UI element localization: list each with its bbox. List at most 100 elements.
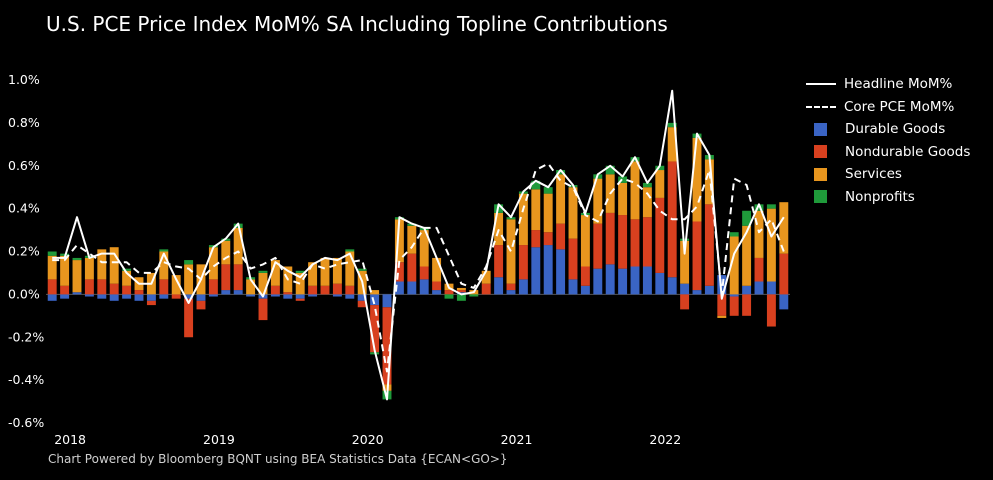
bar-segment: [97, 279, 107, 295]
bar-segment: [407, 281, 417, 295]
bar-segment: [432, 281, 442, 291]
bar-segment: [518, 193, 528, 246]
bar-segment: [122, 268, 132, 271]
bar-segment: [494, 277, 504, 295]
legend-swatch-nonprofits: [814, 190, 827, 204]
bar-segment: [394, 262, 404, 282]
legend-swatch-services: [814, 167, 827, 181]
bar-segment: [680, 283, 690, 295]
bar-segment: [779, 253, 789, 295]
y-tick-label: 0.6%: [8, 158, 40, 173]
bar-segment: [258, 298, 268, 321]
bar-segment: [72, 292, 82, 295]
bar-segment: [642, 182, 652, 188]
bar-segment: [109, 283, 119, 295]
bar-segment: [47, 255, 57, 280]
bar-segment: [295, 272, 305, 295]
bar-segment: [47, 294, 57, 301]
bar-segment: [345, 285, 355, 295]
legend-label-core: Core PCE MoM%: [844, 98, 955, 115]
bar-segment: [246, 279, 256, 295]
legend: Headline MoM% Core PCE MoM% Durable Good…: [806, 73, 970, 208]
bar-segment: [370, 294, 380, 306]
bar-segment: [432, 290, 442, 295]
bar-segment: [295, 270, 305, 273]
bar-segment: [84, 294, 94, 297]
bar-segment: [270, 285, 280, 295]
bar-segment: [419, 230, 429, 267]
bar-segment: [692, 221, 702, 291]
bar-segment: [655, 272, 665, 295]
bar-segment: [766, 294, 776, 327]
x-tick-label: 2018: [54, 432, 86, 447]
bar-segment: [208, 279, 218, 295]
bar-segment: [593, 178, 603, 224]
bar-segment: [196, 294, 206, 301]
bar-segment: [605, 212, 615, 265]
bar-segment: [221, 264, 231, 291]
bar-segment: [345, 249, 355, 252]
bar-segment: [754, 210, 764, 258]
bar-segment: [47, 251, 57, 256]
headline-line: [52, 89, 785, 401]
bar-segment: [692, 290, 702, 295]
x-tick-label: 2019: [203, 432, 235, 447]
bar-segment: [122, 270, 132, 286]
bar-segment: [84, 279, 94, 295]
bar-segment: [122, 294, 132, 299]
y-tick-label: 0.2%: [8, 244, 40, 259]
bar-segment: [754, 281, 764, 295]
bar-segment: [618, 176, 628, 183]
bar-segment: [419, 266, 429, 280]
chart-title: U.S. PCE Price Index MoM% SA Including T…: [46, 12, 668, 36]
legend-label-durable: Durable Goods: [845, 121, 946, 138]
bar-segment: [729, 236, 739, 295]
bar-segment: [556, 249, 566, 295]
bar-segment: [357, 300, 367, 308]
bar-segment: [258, 272, 268, 295]
bar-segment: [419, 279, 429, 295]
bar-segment: [171, 275, 181, 295]
y-tick-label: 0.4%: [8, 201, 40, 216]
bar-segment: [742, 294, 752, 316]
legend-label-nonprofits: Nonprofits: [845, 188, 915, 205]
bar-segment: [568, 187, 578, 239]
legend-item-nondurable: Nondurable Goods: [806, 141, 970, 164]
bar-segment: [766, 281, 776, 295]
y-tick-label: 0.8%: [8, 115, 40, 130]
bar-segment: [518, 245, 528, 280]
core-pce-line: [52, 162, 785, 373]
bar-segment: [345, 294, 355, 299]
bar-segment: [270, 260, 280, 286]
bar-segment: [704, 204, 714, 286]
bar-segment: [456, 287, 466, 291]
bar-segment: [630, 266, 640, 295]
legend-label-services: Services: [845, 166, 902, 183]
bar-segment: [184, 264, 194, 295]
bar-segment: [233, 227, 243, 265]
bar-segment: [258, 270, 268, 273]
bar-segment: [432, 257, 442, 282]
legend-item-durable: Durable Goods: [806, 118, 970, 141]
bar-segment: [134, 290, 144, 295]
bar-segment: [568, 238, 578, 280]
bar-segment: [382, 307, 392, 385]
bar-segment: [308, 262, 318, 286]
bar-segment: [60, 255, 70, 286]
legend-item-nonprofits: Nonprofits: [806, 186, 970, 209]
bar-segment: [605, 165, 615, 175]
bar-segment: [295, 298, 305, 301]
bar-segment: [481, 283, 491, 295]
bar-segment: [704, 159, 714, 205]
y-tick-label: -0.6%: [8, 415, 44, 430]
bar-segment: [667, 127, 677, 162]
bar-segment: [494, 212, 504, 246]
bar-segment: [159, 294, 169, 299]
bar-segment: [283, 294, 293, 299]
bar-segment: [754, 204, 764, 211]
bar-segment: [506, 283, 516, 291]
bar-segment: [122, 285, 132, 295]
bar-segment: [332, 294, 342, 297]
bar-segment: [47, 279, 57, 295]
